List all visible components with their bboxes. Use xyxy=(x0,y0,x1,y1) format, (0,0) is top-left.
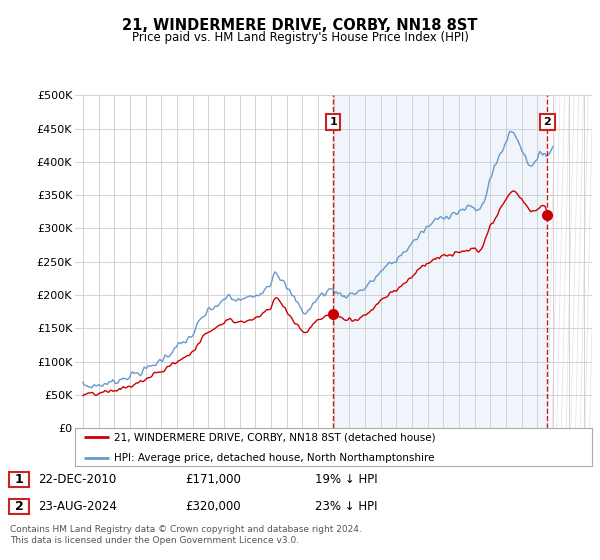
Text: 2: 2 xyxy=(544,117,551,127)
Text: 21, WINDERMERE DRIVE, CORBY, NN18 8ST: 21, WINDERMERE DRIVE, CORBY, NN18 8ST xyxy=(122,18,478,33)
FancyBboxPatch shape xyxy=(9,500,29,514)
Text: Contains HM Land Registry data © Crown copyright and database right 2024.
This d: Contains HM Land Registry data © Crown c… xyxy=(10,525,362,545)
Text: £171,000: £171,000 xyxy=(185,473,241,486)
FancyBboxPatch shape xyxy=(9,472,29,487)
Text: 2: 2 xyxy=(14,500,23,514)
Text: 22-DEC-2010: 22-DEC-2010 xyxy=(38,473,116,486)
Text: 1: 1 xyxy=(14,473,23,486)
Text: 1: 1 xyxy=(329,117,337,127)
Text: 21, WINDERMERE DRIVE, CORBY, NN18 8ST (detached house): 21, WINDERMERE DRIVE, CORBY, NN18 8ST (d… xyxy=(114,432,436,442)
Text: £320,000: £320,000 xyxy=(185,500,241,514)
Text: HPI: Average price, detached house, North Northamptonshire: HPI: Average price, detached house, Nort… xyxy=(114,452,434,463)
Text: 23% ↓ HPI: 23% ↓ HPI xyxy=(315,500,377,514)
Bar xyxy=(333,95,547,428)
Text: 23-AUG-2024: 23-AUG-2024 xyxy=(38,500,117,514)
Text: Price paid vs. HM Land Registry's House Price Index (HPI): Price paid vs. HM Land Registry's House … xyxy=(131,31,469,44)
Text: 19% ↓ HPI: 19% ↓ HPI xyxy=(315,473,377,486)
